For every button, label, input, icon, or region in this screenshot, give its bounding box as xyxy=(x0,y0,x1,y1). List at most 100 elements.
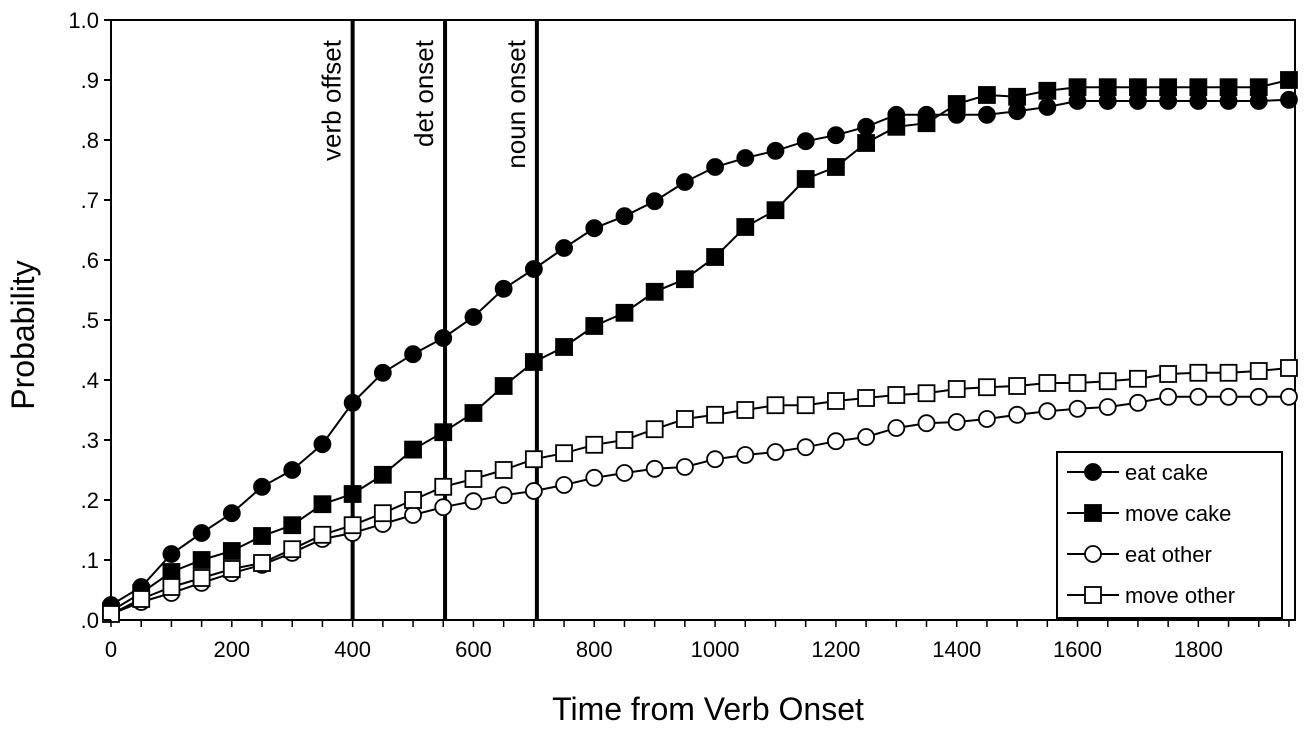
data-point xyxy=(615,303,634,322)
data-point xyxy=(434,423,453,442)
data-point xyxy=(434,498,453,517)
legend: eat cake move cake eat other move other xyxy=(1056,451,1283,619)
data-point xyxy=(766,443,785,461)
data-point xyxy=(404,440,422,459)
data-point xyxy=(253,554,271,572)
data-point xyxy=(222,542,241,560)
data-point xyxy=(887,117,906,136)
y-tick-label: .6 xyxy=(81,248,99,273)
data-point xyxy=(1219,78,1238,97)
data-point xyxy=(1084,463,1102,481)
data-point xyxy=(826,158,845,176)
data-point xyxy=(917,414,936,433)
data-point xyxy=(1189,78,1208,97)
data-point xyxy=(434,477,453,496)
data-point xyxy=(585,468,604,487)
data-point xyxy=(373,363,392,382)
data-point xyxy=(645,420,664,439)
data-point xyxy=(978,378,996,397)
data-point xyxy=(766,201,785,220)
data-point xyxy=(615,464,634,482)
x-axis-title: Time from Verb Onset xyxy=(552,691,864,727)
data-point xyxy=(1084,545,1102,563)
y-tick-label: .5 xyxy=(81,308,99,333)
data-point xyxy=(464,470,483,488)
data-point xyxy=(404,345,422,364)
data-point xyxy=(222,560,241,578)
x-tick-label: 1800 xyxy=(1174,637,1223,662)
data-point xyxy=(706,450,724,469)
x-tick-label: 600 xyxy=(455,637,492,662)
data-point xyxy=(585,435,604,454)
data-point xyxy=(1084,586,1102,604)
data-point xyxy=(947,413,966,431)
data-point xyxy=(736,446,755,464)
data-point xyxy=(645,192,664,211)
data-point xyxy=(585,219,604,238)
data-point xyxy=(464,308,483,326)
data-point xyxy=(253,527,271,545)
data-point xyxy=(464,404,483,422)
data-point xyxy=(313,435,332,454)
data-point xyxy=(555,476,573,494)
data-point xyxy=(1219,363,1238,382)
data-point xyxy=(1068,374,1087,392)
x-tick-label: 400 xyxy=(334,637,371,662)
data-point xyxy=(404,491,422,509)
legend-label: eat cake xyxy=(1125,460,1208,485)
data-point xyxy=(343,393,362,412)
data-point xyxy=(857,428,876,446)
x-tick-label: 1200 xyxy=(811,637,860,662)
data-point xyxy=(162,563,181,581)
data-point xyxy=(162,545,181,563)
data-point xyxy=(373,465,392,484)
data-point xyxy=(192,569,211,587)
data-point xyxy=(766,396,785,415)
data-point xyxy=(1249,362,1268,380)
series-line xyxy=(110,98,1290,606)
data-point xyxy=(313,525,332,544)
data-point xyxy=(645,459,664,478)
series-line xyxy=(110,367,1290,615)
data-point xyxy=(524,260,543,278)
data-point xyxy=(947,380,966,398)
y-tick-label: 1.0 xyxy=(68,8,99,33)
data-point xyxy=(1129,393,1147,412)
data-point xyxy=(857,134,876,152)
data-point xyxy=(494,279,513,298)
series xyxy=(102,359,1298,623)
data-point xyxy=(917,114,936,133)
data-point xyxy=(555,444,573,463)
series-line xyxy=(110,395,1289,615)
data-point xyxy=(857,117,876,136)
data-point xyxy=(947,95,966,113)
data-point xyxy=(1159,78,1178,97)
data-point xyxy=(192,524,211,542)
data-point xyxy=(917,384,936,403)
data-point xyxy=(736,401,755,419)
data-point xyxy=(736,149,755,167)
data-point xyxy=(766,141,785,160)
data-point xyxy=(434,329,453,347)
data-point xyxy=(132,590,151,608)
data-point xyxy=(585,317,604,335)
data-point xyxy=(1280,387,1298,406)
y-tick-label: .8 xyxy=(81,128,99,153)
x-tick-label: 1400 xyxy=(932,637,981,662)
y-tick-label: .3 xyxy=(81,428,99,453)
data-point xyxy=(1038,98,1057,116)
legend-label: move other xyxy=(1125,583,1235,608)
data-point xyxy=(1098,398,1117,416)
data-point xyxy=(706,405,724,424)
data-point xyxy=(796,396,815,415)
data-point xyxy=(283,461,302,479)
data-point xyxy=(1008,377,1027,395)
data-point xyxy=(675,458,694,476)
data-point xyxy=(464,492,483,511)
series-line xyxy=(110,79,1290,612)
y-axis-title: Probability xyxy=(5,260,41,409)
data-point xyxy=(343,485,362,503)
data-point xyxy=(675,270,694,289)
data-point xyxy=(524,450,543,469)
